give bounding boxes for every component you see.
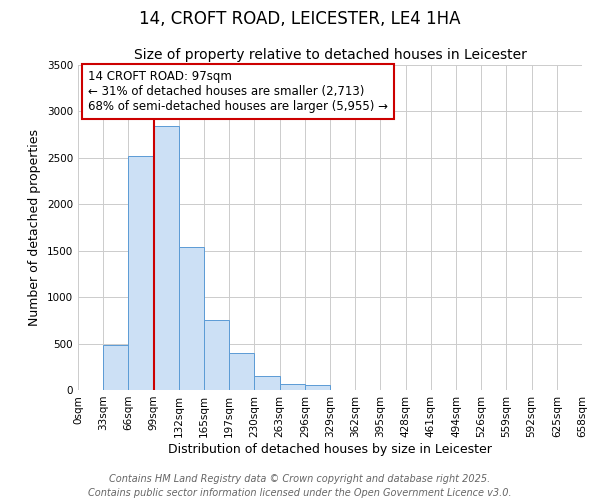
Bar bbox=[128, 156, 154, 390]
Y-axis label: Number of detached properties: Number of detached properties bbox=[28, 129, 41, 326]
Bar bbox=[179, 247, 204, 390]
Bar bbox=[154, 126, 179, 390]
Text: Contains HM Land Registry data © Crown copyright and database right 2025.
Contai: Contains HM Land Registry data © Crown c… bbox=[88, 474, 512, 498]
Text: 14 CROFT ROAD: 97sqm
← 31% of detached houses are smaller (2,713)
68% of semi-de: 14 CROFT ROAD: 97sqm ← 31% of detached h… bbox=[88, 70, 388, 113]
Bar bbox=[204, 320, 229, 390]
X-axis label: Distribution of detached houses by size in Leicester: Distribution of detached houses by size … bbox=[168, 442, 492, 456]
Bar bbox=[305, 385, 330, 390]
Bar bbox=[103, 344, 128, 390]
Bar bbox=[229, 353, 254, 390]
Text: 14, CROFT ROAD, LEICESTER, LE4 1HA: 14, CROFT ROAD, LEICESTER, LE4 1HA bbox=[139, 10, 461, 28]
Bar bbox=[280, 384, 305, 390]
Bar bbox=[254, 376, 280, 390]
Title: Size of property relative to detached houses in Leicester: Size of property relative to detached ho… bbox=[134, 48, 526, 62]
